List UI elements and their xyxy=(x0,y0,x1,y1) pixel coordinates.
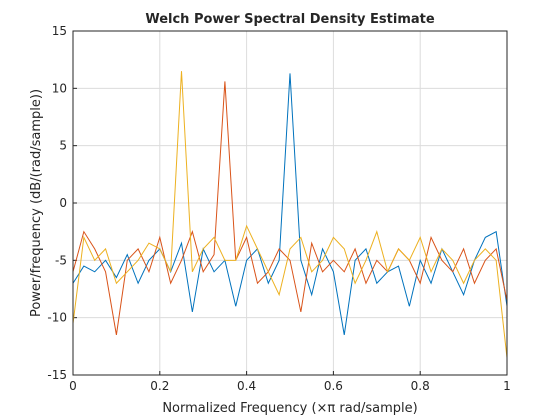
y-tick-label: -15 xyxy=(47,368,67,382)
x-tick-label: 0.4 xyxy=(237,379,256,393)
y-tick-label: 5 xyxy=(59,139,67,153)
y-tick-label: 15 xyxy=(52,24,67,38)
y-tick-label: 10 xyxy=(52,81,67,95)
series-line xyxy=(72,81,508,335)
x-tick-label: 0.6 xyxy=(324,379,343,393)
x-tick-label: 0.2 xyxy=(150,379,169,393)
y-tick-label: 0 xyxy=(59,196,67,210)
chart-title: Welch Power Spectral Density Estimate xyxy=(145,12,435,27)
x-axis-label: Normalized Frequency (×π rad/sample) xyxy=(162,401,417,416)
y-tick-label: -5 xyxy=(55,253,67,267)
series-line xyxy=(72,73,508,335)
y-tick-label: -10 xyxy=(47,311,67,325)
y-axis-label: Power/frequency (dB/(rad/sample)) xyxy=(29,89,44,317)
x-tick-label: 0 xyxy=(69,379,77,393)
series-line xyxy=(72,71,508,358)
axes-box xyxy=(72,30,508,376)
x-tick-label: 1 xyxy=(503,379,511,393)
x-tick-label: 0.8 xyxy=(411,379,430,393)
